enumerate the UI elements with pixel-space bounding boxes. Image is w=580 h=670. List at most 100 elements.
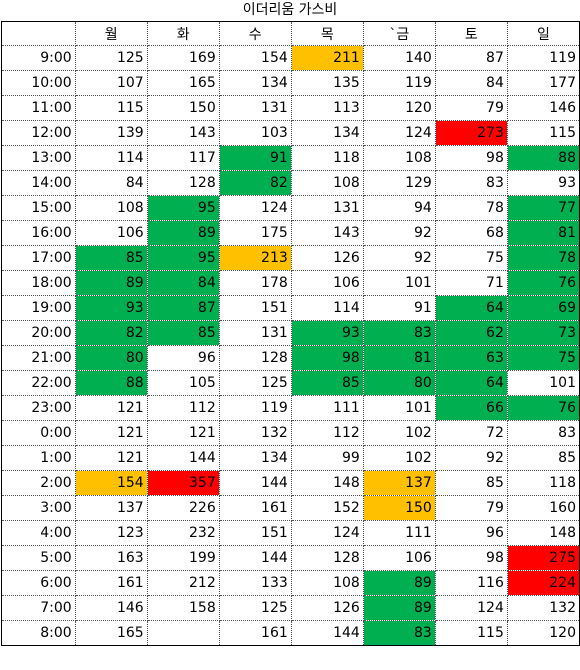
value-cell[interactable]: 146 <box>75 595 148 621</box>
value-cell[interactable]: 128 <box>291 545 364 571</box>
value-cell[interactable]: 169 <box>147 45 220 71</box>
value-cell[interactable]: 115 <box>507 120 580 146</box>
value-cell[interactable]: 98 <box>435 545 508 571</box>
time-cell[interactable]: 0:00 <box>1 420 76 446</box>
value-cell[interactable]: 135 <box>291 70 364 96</box>
value-cell[interactable]: 85 <box>507 445 580 471</box>
value-cell[interactable]: 111 <box>363 520 436 546</box>
value-cell[interactable]: 71 <box>435 270 508 296</box>
value-cell[interactable]: 92 <box>363 220 436 246</box>
time-cell[interactable]: 7:00 <box>1 595 76 621</box>
time-cell[interactable]: 13:00 <box>1 145 76 171</box>
value-cell[interactable]: 161 <box>219 495 292 521</box>
value-cell[interactable]: 80 <box>363 370 436 396</box>
value-cell[interactable]: 143 <box>291 220 364 246</box>
time-cell[interactable]: 22:00 <box>1 370 76 396</box>
value-cell[interactable]: 77 <box>507 195 580 221</box>
value-cell[interactable]: 213 <box>219 245 292 271</box>
time-cell[interactable]: 6:00 <box>1 570 76 596</box>
value-cell[interactable]: 95 <box>147 195 220 221</box>
value-cell[interactable]: 79 <box>435 495 508 521</box>
value-cell[interactable]: 85 <box>75 245 148 271</box>
value-cell[interactable]: 144 <box>219 470 292 496</box>
value-cell[interactable]: 128 <box>219 345 292 371</box>
value-cell[interactable]: 95 <box>147 245 220 271</box>
value-cell[interactable]: 158 <box>147 595 220 621</box>
value-cell[interactable]: 113 <box>291 95 364 121</box>
value-cell[interactable]: 117 <box>147 145 220 171</box>
value-cell[interactable]: 144 <box>219 545 292 571</box>
value-cell[interactable]: 126 <box>291 595 364 621</box>
value-cell[interactable]: 151 <box>219 295 292 321</box>
value-cell[interactable]: 91 <box>219 145 292 171</box>
value-cell[interactable]: 96 <box>435 520 508 546</box>
value-cell[interactable]: 108 <box>291 170 364 196</box>
value-cell[interactable]: 85 <box>147 320 220 346</box>
value-cell[interactable]: 131 <box>219 95 292 121</box>
value-cell[interactable]: 68 <box>435 220 508 246</box>
value-cell[interactable]: 78 <box>435 195 508 221</box>
time-cell[interactable]: 20:00 <box>1 320 76 346</box>
value-cell[interactable]: 124 <box>219 195 292 221</box>
value-cell[interactable]: 152 <box>291 495 364 521</box>
value-cell[interactable]: 89 <box>363 595 436 621</box>
value-cell[interactable]: 163 <box>75 545 148 571</box>
value-cell[interactable]: 146 <box>507 95 580 121</box>
value-cell[interactable]: 139 <box>75 120 148 146</box>
value-cell[interactable]: 199 <box>147 545 220 571</box>
value-cell[interactable]: 129 <box>363 170 436 196</box>
value-cell[interactable]: 103 <box>219 120 292 146</box>
time-cell[interactable]: 19:00 <box>1 295 76 321</box>
value-cell[interactable]: 115 <box>75 95 148 121</box>
value-cell[interactable]: 78 <box>507 245 580 271</box>
value-cell[interactable]: 92 <box>363 245 436 271</box>
time-cell[interactable]: 18:00 <box>1 270 76 296</box>
value-cell[interactable]: 94 <box>363 195 436 221</box>
value-cell[interactable]: 134 <box>291 120 364 146</box>
value-cell[interactable]: 275 <box>507 545 580 571</box>
value-cell[interactable]: 137 <box>363 470 436 496</box>
value-cell[interactable]: 108 <box>291 570 364 596</box>
value-cell[interactable]: 140 <box>363 45 436 71</box>
value-cell[interactable]: 99 <box>291 445 364 471</box>
value-cell[interactable]: 151 <box>219 520 292 546</box>
value-cell[interactable]: 150 <box>363 495 436 521</box>
value-cell[interactable]: 123 <box>75 520 148 546</box>
time-cell[interactable]: 23:00 <box>1 395 76 421</box>
time-cell[interactable]: 21:00 <box>1 345 76 371</box>
time-cell[interactable]: 4:00 <box>1 520 76 546</box>
time-cell[interactable]: 2:00 <box>1 470 76 496</box>
value-cell[interactable]: 106 <box>291 270 364 296</box>
value-cell[interactable]: 133 <box>219 570 292 596</box>
value-cell[interactable]: 101 <box>363 270 436 296</box>
value-cell[interactable]: 132 <box>507 595 580 621</box>
value-cell[interactable]: 107 <box>75 70 148 96</box>
value-cell[interactable]: 81 <box>507 220 580 246</box>
value-cell[interactable]: 102 <box>363 445 436 471</box>
value-cell[interactable]: 89 <box>75 270 148 296</box>
value-cell[interactable]: 89 <box>147 220 220 246</box>
value-cell[interactable]: 148 <box>291 470 364 496</box>
day-header-cell[interactable]: 월 <box>75 21 148 46</box>
day-header-cell[interactable]: 화 <box>147 21 220 46</box>
time-cell[interactable]: 9:00 <box>1 45 76 71</box>
value-cell[interactable]: 125 <box>219 595 292 621</box>
value-cell[interactable]: 114 <box>291 295 364 321</box>
value-cell[interactable]: 273 <box>435 120 508 146</box>
day-header-cell[interactable]: 토 <box>435 21 508 46</box>
day-header-cell[interactable]: 목 <box>291 21 364 46</box>
value-cell[interactable]: 224 <box>507 570 580 596</box>
value-cell[interactable]: 66 <box>435 395 508 421</box>
value-cell[interactable]: 134 <box>219 70 292 96</box>
value-cell[interactable]: 81 <box>363 345 436 371</box>
value-cell[interactable]: 125 <box>219 370 292 396</box>
value-cell[interactable]: 144 <box>147 445 220 471</box>
value-cell[interactable]: 63 <box>435 345 508 371</box>
value-cell[interactable]: 119 <box>363 70 436 96</box>
value-cell[interactable]: 93 <box>75 295 148 321</box>
value-cell[interactable]: 118 <box>507 470 580 496</box>
value-cell[interactable]: 165 <box>75 620 148 646</box>
value-cell[interactable]: 76 <box>507 395 580 421</box>
time-cell[interactable]: 1:00 <box>1 445 76 471</box>
value-cell[interactable]: 121 <box>75 420 148 446</box>
